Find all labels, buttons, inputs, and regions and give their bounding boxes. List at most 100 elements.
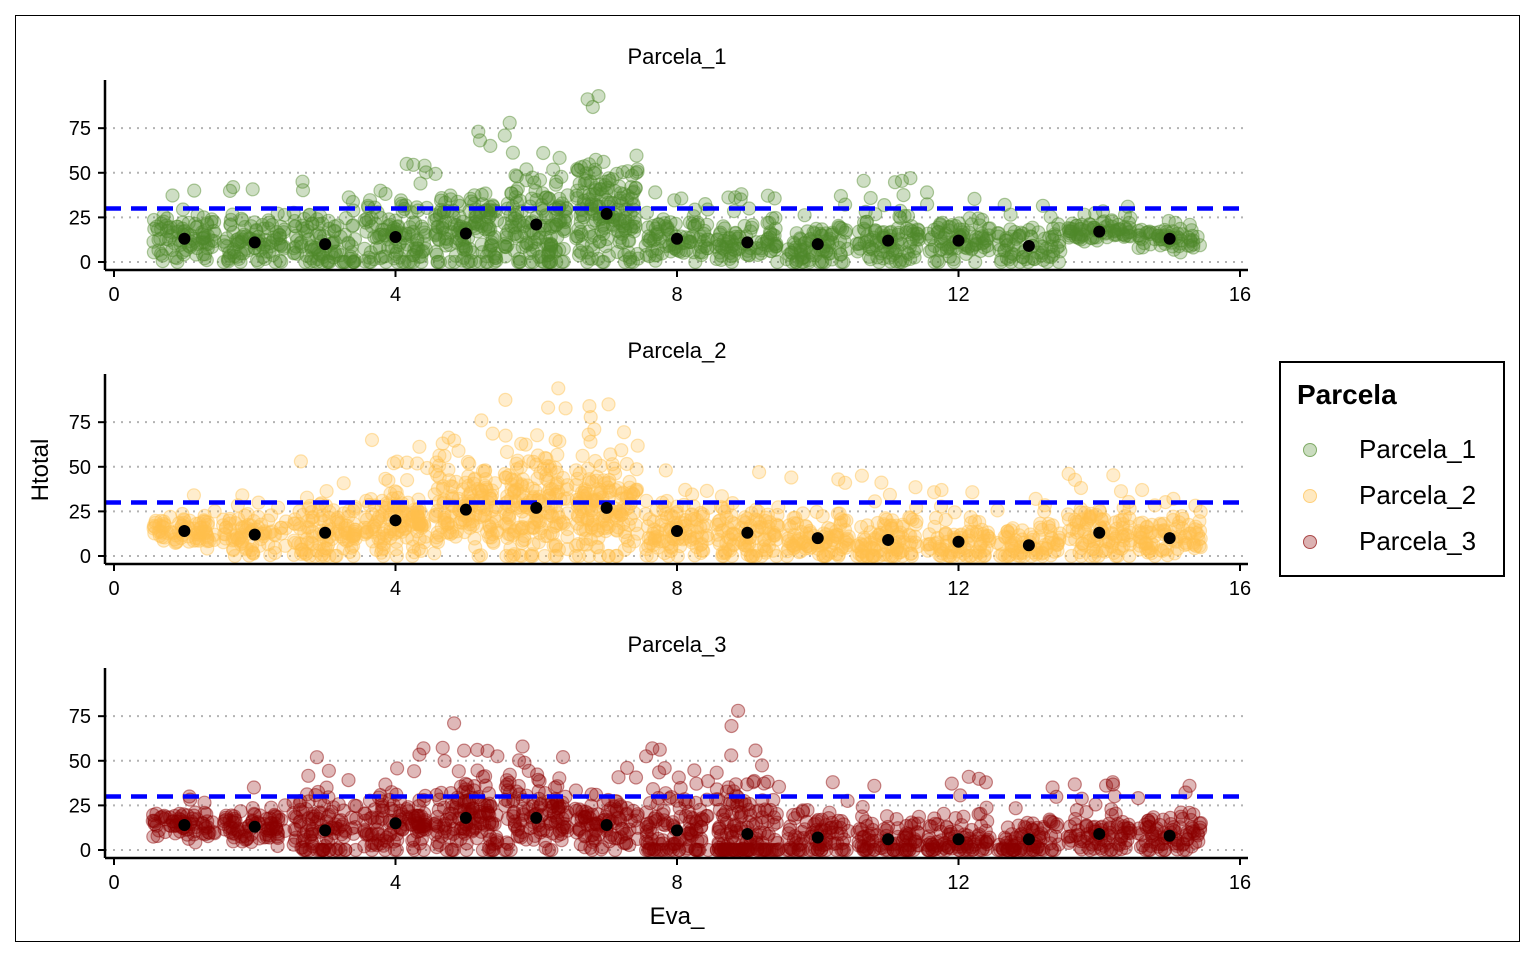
mean-point bbox=[459, 503, 472, 516]
x-tick-label: 16 bbox=[1229, 872, 1251, 894]
data-point bbox=[876, 517, 891, 532]
data-point bbox=[482, 518, 497, 533]
data-point bbox=[216, 254, 231, 270]
data-point bbox=[220, 239, 235, 254]
data-point bbox=[181, 215, 196, 230]
data-point bbox=[863, 232, 878, 247]
data-point bbox=[378, 777, 393, 792]
data-point bbox=[595, 840, 610, 855]
data-point bbox=[190, 219, 205, 234]
data-point bbox=[269, 232, 284, 247]
data-point bbox=[233, 254, 248, 270]
mean-point bbox=[600, 207, 613, 220]
mean-point bbox=[530, 218, 543, 231]
data-point bbox=[165, 225, 180, 240]
data-point bbox=[359, 524, 374, 540]
y-tick-label: 0 bbox=[80, 252, 91, 274]
data-point bbox=[825, 775, 840, 790]
data-point bbox=[429, 455, 444, 470]
data-point bbox=[389, 534, 404, 550]
data-point bbox=[529, 457, 544, 472]
y-tick-label: 50 bbox=[69, 163, 91, 185]
data-point bbox=[650, 812, 666, 827]
data-point bbox=[587, 166, 603, 181]
mean-point bbox=[248, 820, 261, 833]
data-point bbox=[230, 232, 245, 247]
data-point bbox=[188, 247, 204, 262]
data-point bbox=[346, 254, 361, 270]
data-point bbox=[229, 249, 244, 264]
mean-point bbox=[389, 231, 402, 244]
data-point bbox=[580, 806, 595, 821]
data-point bbox=[509, 462, 525, 477]
data-point bbox=[1061, 523, 1077, 538]
data-point bbox=[529, 428, 545, 443]
data-point bbox=[751, 465, 767, 480]
data-point bbox=[411, 542, 426, 557]
data-point bbox=[859, 518, 875, 533]
data-point bbox=[1025, 842, 1040, 858]
data-point bbox=[638, 749, 654, 764]
data-point bbox=[372, 240, 387, 255]
data-point bbox=[484, 530, 499, 545]
data-point bbox=[196, 210, 211, 225]
data-point bbox=[196, 513, 212, 528]
data-point bbox=[687, 763, 702, 778]
data-point bbox=[609, 548, 625, 564]
data-point bbox=[311, 246, 326, 261]
legend-item-parcela-3: Parcela_3 bbox=[1281, 523, 1501, 563]
data-point bbox=[490, 749, 505, 764]
data-point bbox=[363, 254, 378, 270]
data-point bbox=[555, 749, 571, 765]
data-point bbox=[306, 254, 321, 269]
data-point bbox=[514, 436, 529, 451]
data-point bbox=[231, 251, 246, 266]
data-point bbox=[201, 236, 216, 252]
data-point bbox=[189, 241, 205, 256]
data-point bbox=[341, 190, 356, 205]
data-point bbox=[162, 232, 177, 247]
x-tick-label: 0 bbox=[108, 872, 119, 894]
data-point bbox=[837, 522, 853, 537]
data-point bbox=[441, 825, 456, 840]
data-point bbox=[901, 842, 917, 858]
data-point bbox=[273, 237, 288, 252]
data-point bbox=[499, 842, 514, 858]
data-point bbox=[406, 254, 421, 270]
data-point bbox=[198, 237, 213, 252]
legend-item-parcela-2: Parcela_2 bbox=[1281, 477, 1501, 517]
data-point bbox=[406, 224, 421, 239]
data-point bbox=[1031, 225, 1046, 240]
mean-point bbox=[882, 833, 895, 846]
data-point bbox=[309, 254, 324, 270]
data-point bbox=[159, 211, 175, 226]
data-point bbox=[271, 237, 286, 252]
data-point bbox=[251, 254, 266, 270]
data-point bbox=[1067, 777, 1082, 792]
x-tick-label: 4 bbox=[390, 284, 401, 306]
data-point bbox=[287, 809, 302, 824]
data-point bbox=[572, 243, 587, 258]
data-point bbox=[195, 235, 210, 250]
data-point bbox=[1039, 541, 1054, 556]
data-point bbox=[609, 522, 624, 537]
data-point bbox=[221, 254, 236, 269]
data-point bbox=[1026, 251, 1042, 266]
data-point bbox=[230, 237, 245, 252]
data-point bbox=[967, 191, 982, 206]
data-point bbox=[289, 239, 304, 254]
data-point bbox=[198, 247, 213, 262]
data-point bbox=[525, 243, 540, 258]
data-point bbox=[316, 513, 332, 529]
data-point bbox=[406, 248, 421, 263]
data-point bbox=[155, 254, 170, 269]
data-point bbox=[168, 250, 183, 265]
mean-point bbox=[248, 528, 261, 541]
data-point bbox=[361, 214, 376, 229]
data-point bbox=[200, 217, 215, 232]
data-point bbox=[197, 251, 212, 266]
data-point bbox=[327, 219, 342, 234]
panel-title: Parcela_1 bbox=[627, 44, 726, 69]
data-point bbox=[477, 464, 492, 479]
